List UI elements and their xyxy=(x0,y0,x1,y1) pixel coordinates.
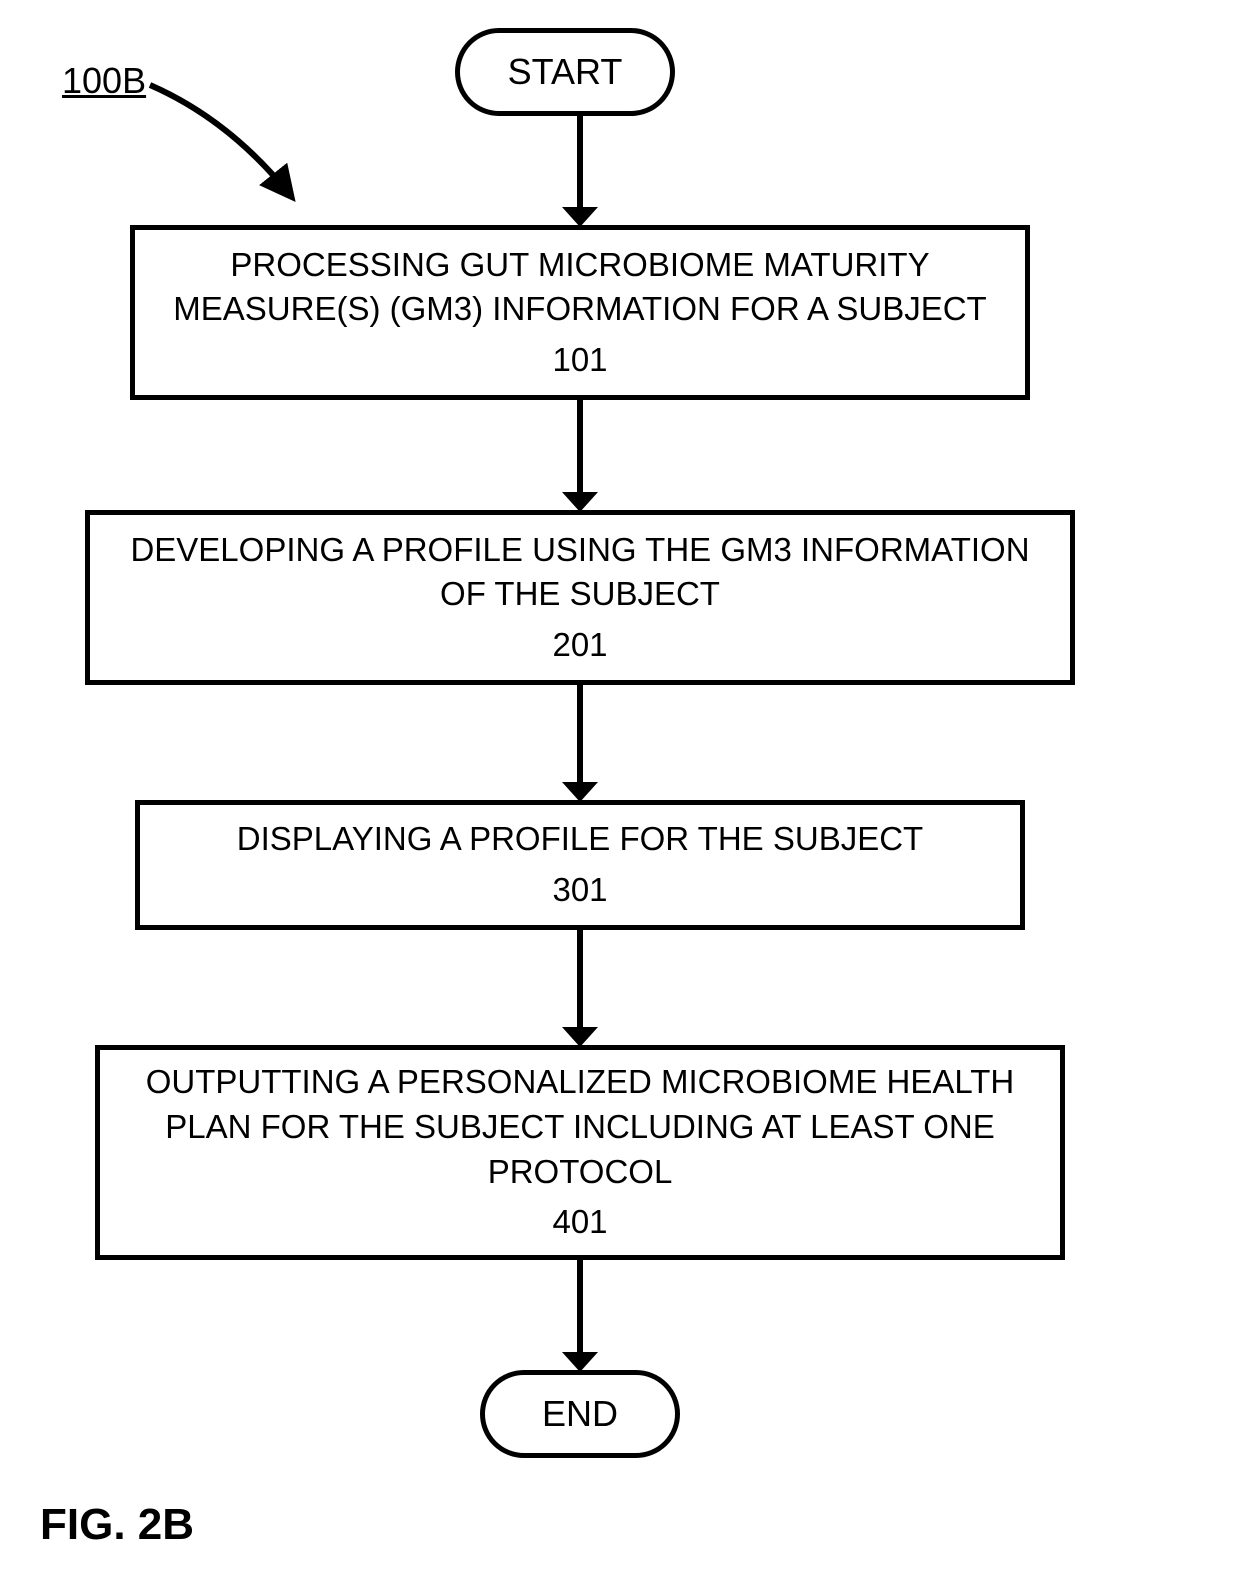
end-terminal: END xyxy=(480,1370,680,1458)
arrow-401-end xyxy=(0,0,1240,1570)
end-label: END xyxy=(542,1393,618,1435)
figure-label: FIG. 2B xyxy=(40,1500,194,1550)
